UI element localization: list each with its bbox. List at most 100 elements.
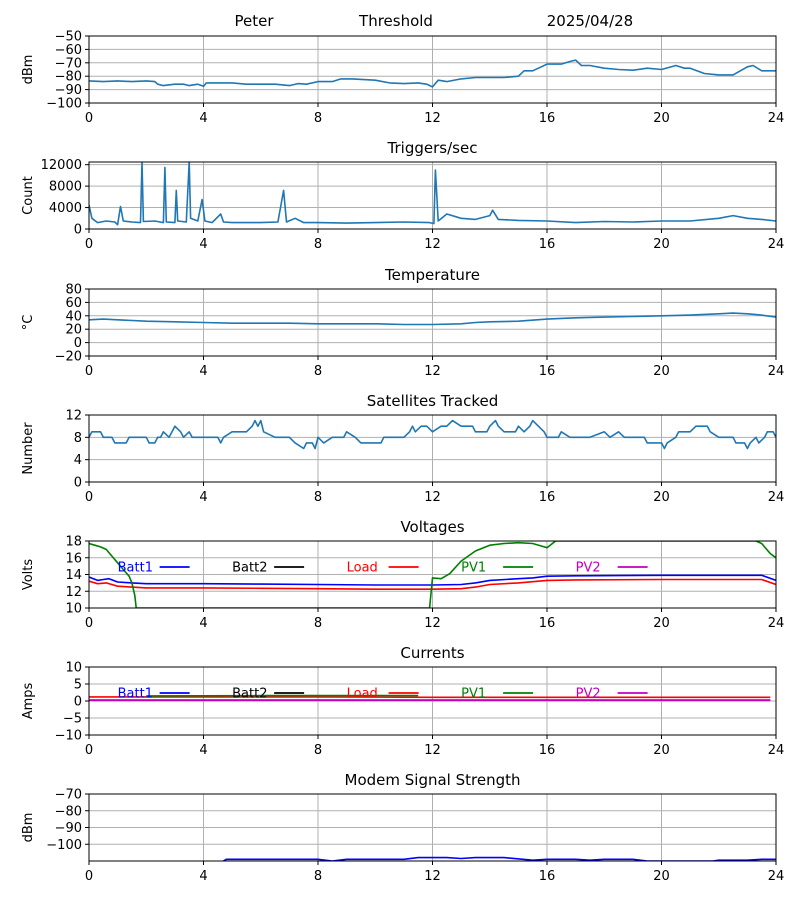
panel-title: Satellites Tracked bbox=[367, 392, 498, 410]
x-tick-label: 4 bbox=[199, 490, 207, 505]
x-tick-label: 24 bbox=[768, 616, 785, 631]
y-tick-label: 4000 bbox=[49, 201, 82, 216]
panel-satellites: 0 4 8 12 16 20 24 0 4 8 12 Satellites Tracked Number bbox=[21, 392, 784, 505]
x-tick-label: 20 bbox=[653, 237, 670, 252]
header-name: Peter bbox=[234, 12, 274, 30]
panel-title: Modem Signal Strength bbox=[345, 771, 521, 789]
x-tick-label: 0 bbox=[85, 616, 93, 631]
x-tick-label: 12 bbox=[424, 869, 441, 884]
legend-label: Batt2 bbox=[232, 687, 267, 702]
x-tick-label: 20 bbox=[653, 616, 670, 631]
x-tick-label: 24 bbox=[768, 364, 785, 379]
series-group bbox=[89, 312, 776, 326]
x-tick-label: 16 bbox=[539, 364, 556, 379]
y-axis-label: Count bbox=[21, 176, 36, 215]
legend-label: Batt2 bbox=[232, 561, 267, 576]
y-axis-label: Volts bbox=[21, 559, 36, 591]
x-tick-label: 16 bbox=[539, 490, 556, 505]
y-tick-label: −70 bbox=[55, 56, 82, 71]
x-tick-label: 8 bbox=[314, 869, 322, 884]
x-tick-label: 20 bbox=[653, 869, 670, 884]
y-tick-label: 8 bbox=[74, 431, 82, 446]
x-tick-label: 8 bbox=[314, 490, 322, 505]
y-tick-label: −50 bbox=[55, 30, 82, 45]
x-tick-label: 4 bbox=[199, 111, 207, 126]
y-tick-label: −90 bbox=[55, 83, 82, 98]
x-tick-label: 8 bbox=[314, 237, 322, 252]
x-tick-label: 12 bbox=[424, 743, 441, 758]
x-tick-label: 16 bbox=[539, 869, 556, 884]
x-tick-label: 4 bbox=[199, 237, 207, 252]
y-tick-label: −10 bbox=[55, 729, 82, 744]
series-group bbox=[89, 419, 776, 450]
panel-currents: 0 4 8 12 16 20 24 −10 −5 0 5 10 Currents Amps Batt1 Bat… bbox=[21, 644, 784, 758]
series-group bbox=[89, 694, 771, 702]
x-tick-label: 8 bbox=[314, 111, 322, 126]
panel-triggers: 0 4 8 12 16 20 24 0 4000 8000 12000 Triggers/sec Cou… bbox=[21, 139, 784, 252]
y-tick-label: 0 bbox=[74, 476, 82, 491]
x-tick-label: 0 bbox=[85, 869, 93, 884]
x-tick-label: 4 bbox=[199, 616, 207, 631]
x-tick-label: 12 bbox=[424, 490, 441, 505]
y-tick-label: −70 bbox=[55, 788, 82, 803]
y-tick-label: −5 bbox=[63, 712, 82, 727]
y-tick-label: −80 bbox=[55, 70, 82, 85]
y-tick-label: 20 bbox=[65, 323, 82, 338]
y-tick-label: −90 bbox=[55, 821, 82, 836]
y-tick-label: 14 bbox=[65, 568, 82, 583]
series-group bbox=[89, 541, 776, 608]
x-tick-label: 8 bbox=[314, 743, 322, 758]
x-tick-label: 16 bbox=[539, 616, 556, 631]
y-tick-label: 16 bbox=[65, 551, 82, 566]
series-line-threshold bbox=[89, 59, 776, 88]
header-date: 2025/04/28 bbox=[547, 12, 633, 30]
x-tick-label: 0 bbox=[85, 490, 93, 505]
y-tick-label: −100 bbox=[46, 97, 82, 112]
series-line-pv1 bbox=[89, 541, 776, 608]
y-tick-label: −20 bbox=[55, 350, 82, 365]
panel-title: Currents bbox=[400, 644, 464, 662]
x-tick-label: 8 bbox=[314, 616, 322, 631]
y-tick-label: 10 bbox=[65, 602, 82, 617]
y-tick-label: 12 bbox=[65, 585, 82, 600]
y-tick-label: 5 bbox=[74, 678, 82, 693]
y-axis-label: dBm bbox=[21, 813, 36, 843]
panel-title: Temperature bbox=[384, 266, 480, 284]
legend-label: Batt1 bbox=[118, 561, 153, 576]
y-tick-label: 40 bbox=[65, 309, 82, 324]
legend-label: Load bbox=[347, 561, 378, 576]
series-line-temperature bbox=[89, 312, 776, 326]
series-group bbox=[223, 856, 776, 861]
y-tick-label: 60 bbox=[65, 296, 82, 311]
x-tick-label: 12 bbox=[424, 237, 441, 252]
y-tick-label: 0 bbox=[74, 223, 82, 238]
x-tick-label: 24 bbox=[768, 490, 785, 505]
x-tick-label: 16 bbox=[539, 237, 556, 252]
x-tick-label: 12 bbox=[424, 616, 441, 631]
x-tick-label: 0 bbox=[85, 111, 93, 126]
x-tick-label: 12 bbox=[424, 111, 441, 126]
x-tick-label: 16 bbox=[539, 111, 556, 126]
series-line-batt1 bbox=[89, 574, 776, 586]
y-tick-label: −100 bbox=[46, 838, 82, 853]
legend-label: PV1 bbox=[461, 561, 486, 576]
legend-label: PV2 bbox=[576, 687, 601, 702]
series-line-signal bbox=[223, 856, 776, 861]
legend-label: Batt1 bbox=[118, 687, 153, 702]
panel-title: Voltages bbox=[400, 518, 464, 536]
y-tick-label: 18 bbox=[65, 535, 82, 550]
y-tick-label: 0 bbox=[74, 336, 82, 351]
y-tick-label: 4 bbox=[74, 453, 82, 468]
header-mode: Threshold bbox=[358, 12, 433, 30]
y-tick-label: −60 bbox=[55, 43, 82, 58]
y-axis-label: °C bbox=[21, 315, 36, 331]
x-tick-label: 0 bbox=[85, 364, 93, 379]
x-tick-label: 24 bbox=[768, 869, 785, 884]
y-tick-label: 8000 bbox=[49, 180, 82, 195]
y-axis-label: dBm bbox=[21, 55, 36, 85]
legend-label: PV2 bbox=[576, 561, 601, 576]
x-tick-label: 24 bbox=[768, 237, 785, 252]
x-tick-label: 4 bbox=[199, 869, 207, 884]
